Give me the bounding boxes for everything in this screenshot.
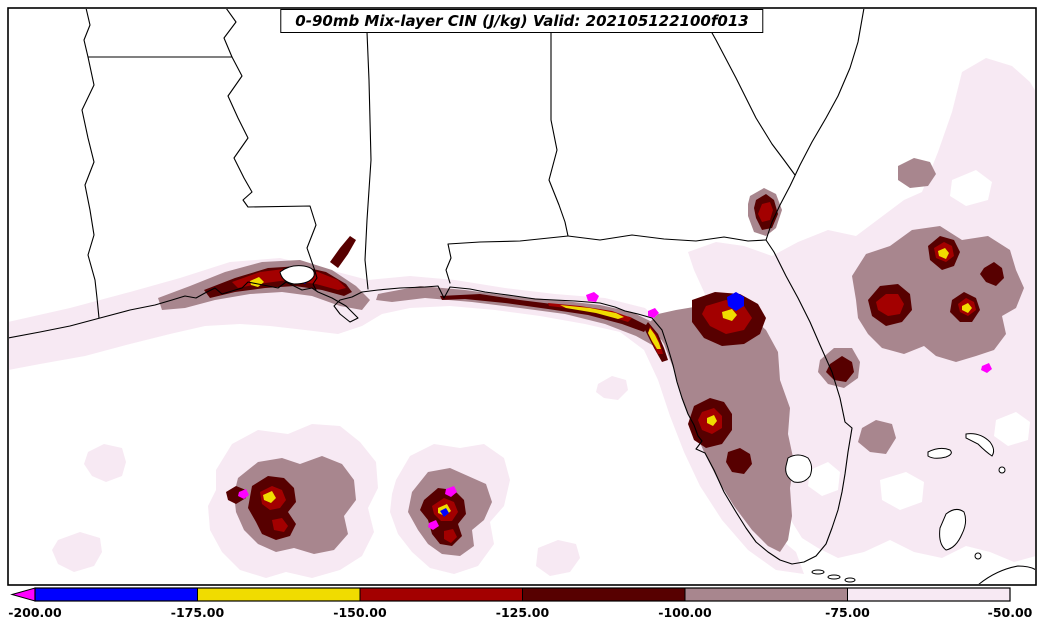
contour-blob xyxy=(586,292,599,302)
contour-hole xyxy=(950,170,992,206)
contour-blob xyxy=(536,540,580,576)
colorbar-tick-label: -175.00 xyxy=(171,605,225,620)
contour-hole xyxy=(994,412,1030,446)
colorbar-segment-m75-m50 xyxy=(847,587,1011,602)
contour-blob xyxy=(758,202,773,222)
cin-contours-m125-m100 xyxy=(204,194,1004,546)
colorbar-tick-label: -50.00 xyxy=(988,605,1033,620)
florida-keys xyxy=(827,574,841,580)
contour-blob xyxy=(727,292,744,311)
contour-blob xyxy=(726,448,752,474)
geography-borders xyxy=(9,9,865,565)
contour-blob xyxy=(707,415,717,426)
map-plot-area xyxy=(9,9,1035,584)
georgia-southcarolina-border xyxy=(697,9,796,176)
contour-blob xyxy=(648,328,661,349)
contour-blob xyxy=(596,376,628,400)
florida-keys xyxy=(811,569,825,575)
contour-blob xyxy=(938,248,949,259)
contour-blob xyxy=(428,520,439,530)
contour-blob xyxy=(226,486,246,504)
contour-blob xyxy=(858,420,896,454)
contour-blob xyxy=(440,508,449,517)
grand-bahama-island xyxy=(927,447,952,459)
contour-blob xyxy=(330,236,356,268)
contour-blob xyxy=(648,308,659,318)
map-frame xyxy=(7,7,1037,586)
contour-blob xyxy=(52,532,102,572)
contour-blob xyxy=(722,309,737,321)
mississippi-river-border xyxy=(223,9,318,291)
colorbar: -200.00 -175.00 -150.00 -125.00 -100.00 … xyxy=(8,587,1033,620)
colorbar-segment-m200-m175 xyxy=(34,587,198,602)
florida-alabama-border xyxy=(445,235,569,284)
colorbar-tick-label: -200.00 xyxy=(8,605,62,620)
colorbar-tick-label: -150.00 xyxy=(333,605,387,620)
colorbar-tick-label: -125.00 xyxy=(496,605,550,620)
small-cay xyxy=(998,466,1006,474)
contour-blob xyxy=(981,363,992,373)
contour-blob xyxy=(980,262,1004,286)
colorbar-tick-label: -100.00 xyxy=(658,605,712,620)
islands xyxy=(811,433,1035,584)
contour-blob xyxy=(445,486,457,497)
contour-blob xyxy=(238,489,249,499)
lake-pontchartrain xyxy=(279,265,315,285)
lakes xyxy=(279,265,813,483)
gulf-atlantic-coastline xyxy=(9,9,865,565)
contour-hole xyxy=(808,462,840,496)
cin-contours-below-m200 xyxy=(238,292,992,530)
contour-blob xyxy=(84,444,126,482)
florida-keys xyxy=(844,577,856,583)
contour-blob xyxy=(852,226,1024,362)
colorbar-segment-m175-m150 xyxy=(197,587,361,602)
alabama-georgia-border xyxy=(548,9,569,237)
andros-island xyxy=(939,508,967,551)
cin-contours-m175-m150 xyxy=(250,248,972,516)
colorbar-segment-m150-m125 xyxy=(359,587,523,602)
colorbar-below-arrow xyxy=(10,587,36,602)
map-title: 0-90mb Mix-layer CIN (J/kg) Valid: 20210… xyxy=(280,9,764,33)
colorbar-outline xyxy=(34,587,1011,602)
contour-blob xyxy=(444,529,457,543)
contour-blob xyxy=(560,305,624,319)
colorbar-tick-label: -75.00 xyxy=(825,605,870,620)
contour-blob xyxy=(272,518,288,532)
mississippi-alabama-border xyxy=(364,9,372,290)
colorbar-segment-m125-m100 xyxy=(522,587,686,602)
florida-georgia-border xyxy=(567,234,767,242)
contour-hole xyxy=(880,472,924,510)
contour-blob xyxy=(876,294,904,316)
colorbar-segment-m100-m75 xyxy=(684,587,848,602)
contour-blob xyxy=(263,491,276,503)
cuba-coast xyxy=(978,565,1035,584)
lake-okeechobee xyxy=(785,454,813,483)
small-cay xyxy=(974,552,982,560)
texas-louisiana-border xyxy=(81,9,100,319)
contour-blob xyxy=(898,158,936,188)
abaco-island xyxy=(965,433,995,457)
contour-white-holes xyxy=(808,170,1030,510)
contour-blob xyxy=(962,303,972,313)
